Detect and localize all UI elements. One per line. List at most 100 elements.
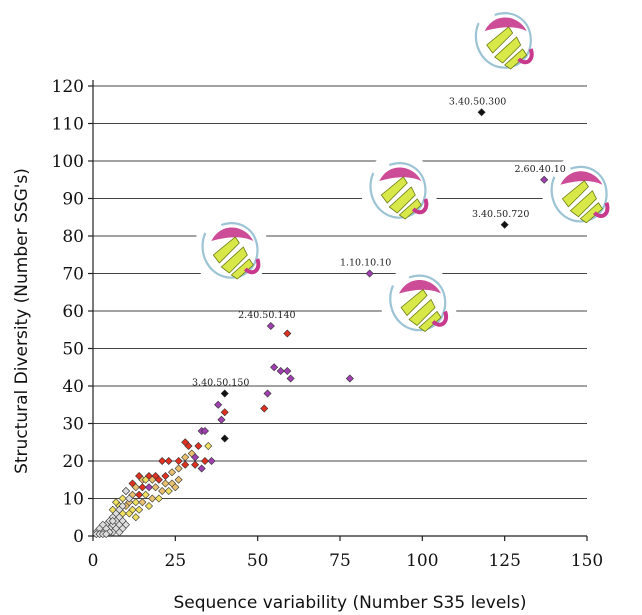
data-point (197, 464, 206, 473)
y-tick-label: 30 (62, 415, 84, 435)
data-point (158, 456, 167, 466)
data-point (270, 363, 279, 372)
data-point (154, 475, 163, 484)
data-point (220, 434, 229, 443)
y-tick-label: 60 (62, 302, 84, 322)
data-point (135, 490, 144, 499)
x-tick-label: 100 (406, 551, 438, 571)
data-point (138, 498, 147, 507)
x-axis-title: Sequence variability (Number S35 levels) (173, 593, 526, 613)
data-point (115, 528, 124, 537)
data-point (98, 520, 107, 529)
y-axis-title: Structural Diversity (Number SSG's) (12, 168, 32, 474)
data-point (477, 108, 486, 117)
data-point (171, 483, 180, 492)
data-point (200, 426, 209, 436)
x-tick-label: 75 (329, 551, 351, 571)
annotation-label: 1.10.10.10 (340, 258, 391, 269)
data-point (138, 483, 147, 492)
data-point (174, 464, 183, 473)
data-point (194, 441, 203, 451)
data-point (181, 460, 190, 469)
x-tick-label: 25 (165, 551, 187, 571)
data-point (345, 374, 354, 383)
data-point (184, 441, 193, 451)
x-tick-label: 150 (571, 551, 603, 571)
data-point (148, 494, 157, 503)
data-point (154, 494, 163, 503)
structure-images (193, 3, 619, 342)
structure-1-10-10-10-image (381, 265, 458, 342)
data-point (220, 408, 229, 417)
annotation-label: 2.60.40.10 (514, 164, 565, 175)
data-point (144, 501, 154, 511)
data-point (263, 389, 272, 398)
y-tick-label: 70 (62, 265, 84, 285)
x-tick-label: 50 (247, 551, 269, 571)
data-point (102, 530, 111, 539)
data-point (131, 498, 140, 507)
data-point (161, 471, 170, 481)
y-tick-label: 80 (62, 227, 84, 247)
data-point (214, 400, 223, 409)
data-point (220, 389, 229, 398)
x-tick-label: 0 (88, 551, 99, 571)
data-point (365, 269, 374, 278)
structure-left-beta-image (193, 213, 270, 289)
data-point (168, 468, 177, 477)
structure-2-60-40-10-image (542, 156, 619, 233)
data-point (131, 483, 140, 492)
data-point (204, 441, 213, 451)
annotations: 3.40.50.300 2.60.40.10 3.40.50.720 1.10.10.… (192, 96, 566, 388)
data-point (164, 456, 173, 466)
data-point (181, 453, 190, 462)
y-tick-label: 90 (62, 190, 84, 210)
y-tick-label: 0 (73, 527, 84, 547)
data-point (131, 513, 140, 522)
data-point (164, 486, 173, 496)
annotation-label: 3.40.50.720 (472, 209, 529, 220)
data-point (118, 494, 127, 503)
data-point (174, 456, 183, 466)
y-tick-label: 120 (52, 77, 84, 97)
annotation-label: 3.40.50.300 (449, 96, 506, 107)
data-point (141, 490, 150, 499)
data-point (161, 479, 170, 488)
data-point (207, 456, 216, 466)
data-point (125, 494, 134, 503)
data-point (125, 509, 134, 518)
data-point (151, 483, 160, 492)
data-point (135, 505, 144, 514)
data-point (121, 486, 130, 496)
data-point (108, 516, 117, 526)
structure-3-40-50-300-image (466, 3, 543, 79)
annotation-label: 2.40.50.140 (238, 310, 295, 321)
data-point (286, 374, 295, 383)
y-tick-label: 20 (62, 452, 84, 472)
annotation-label: 3.40.50.150 (192, 378, 249, 389)
data-point (260, 404, 269, 413)
data-point (283, 366, 292, 376)
data-point (276, 366, 285, 376)
data-point (144, 483, 154, 492)
x-tick-label: 125 (488, 551, 520, 571)
data-point (141, 475, 150, 484)
gridlines (93, 85, 587, 499)
data-point (283, 329, 292, 338)
data-point (191, 460, 200, 469)
data-point (540, 175, 549, 184)
data-point (200, 456, 209, 466)
y-tick-label: 50 (62, 340, 84, 360)
data-point (174, 475, 183, 484)
data-point (266, 321, 275, 331)
data-point (217, 415, 226, 424)
data-point (158, 486, 167, 496)
y-tick-label: 100 (52, 152, 84, 172)
structure-mid-beta-image (361, 153, 438, 229)
data-point (148, 475, 157, 484)
data-points (92, 108, 549, 539)
data-point (500, 220, 509, 229)
y-tick-label: 10 (62, 490, 84, 510)
y-tick-label: 110 (52, 115, 84, 135)
